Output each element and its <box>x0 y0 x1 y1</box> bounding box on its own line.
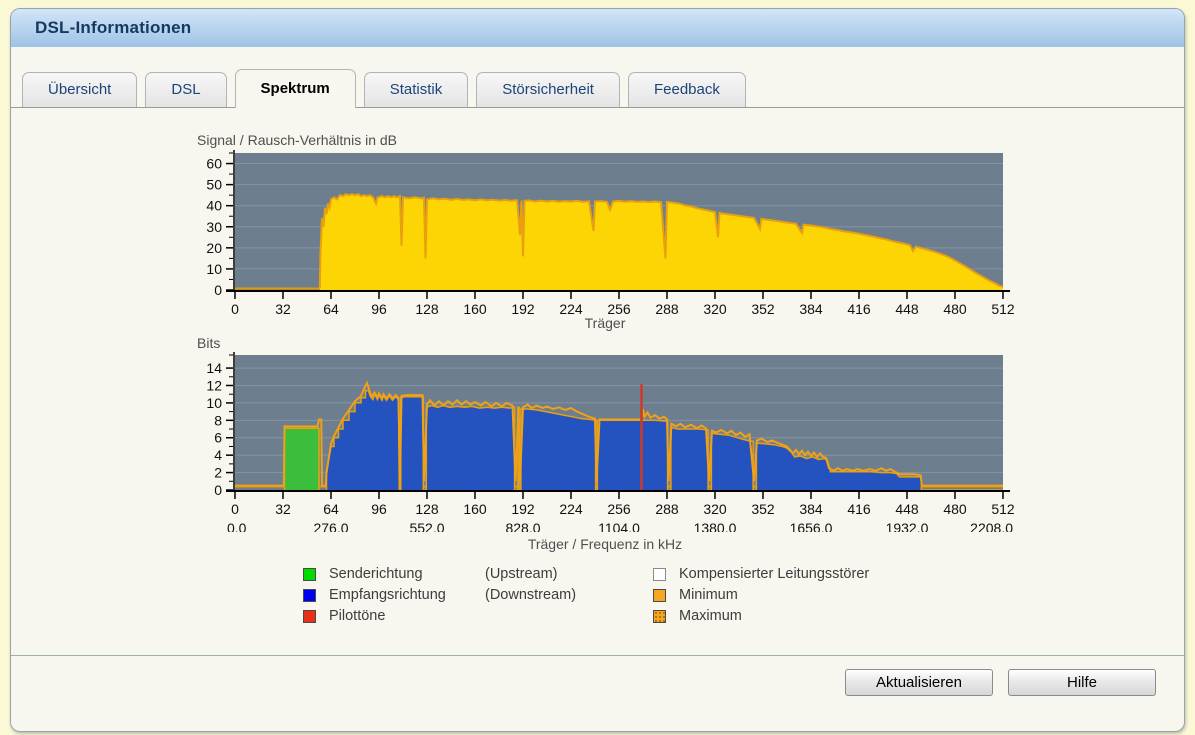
svg-text:8: 8 <box>214 412 222 428</box>
svg-text:448: 448 <box>895 301 919 317</box>
svg-text:4: 4 <box>214 447 222 463</box>
svg-text:828.0: 828.0 <box>505 520 540 532</box>
pilot-swatch <box>303 609 316 623</box>
svg-text:0: 0 <box>214 282 222 298</box>
tab-statistik[interactable]: Statistik <box>363 72 469 107</box>
svg-text:352: 352 <box>751 301 775 317</box>
bits-chart-title: Bits <box>197 335 221 351</box>
svg-text:384: 384 <box>799 301 823 317</box>
legend-item-pilot: Pilottöne <box>303 608 485 624</box>
svg-text:512: 512 <box>991 501 1015 517</box>
svg-text:256: 256 <box>607 501 631 517</box>
svg-text:480: 480 <box>943 301 967 317</box>
panel-header: DSL-Informationen <box>11 9 1184 47</box>
svg-text:276.0: 276.0 <box>313 520 348 532</box>
svg-text:0: 0 <box>231 501 239 517</box>
svg-text:0: 0 <box>214 482 222 498</box>
svg-text:40: 40 <box>206 198 222 214</box>
svg-text:384: 384 <box>799 501 823 517</box>
tab-uebersicht[interactable]: Übersicht <box>22 72 138 107</box>
tab-spektrum[interactable]: Spektrum <box>234 69 356 108</box>
svg-text:50: 50 <box>206 177 222 193</box>
svg-text:128: 128 <box>415 501 439 517</box>
refresh-button[interactable]: Aktualisieren <box>845 669 993 696</box>
svg-text:320: 320 <box>703 301 727 317</box>
svg-text:0.0: 0.0 <box>227 520 247 532</box>
svg-text:160: 160 <box>463 301 487 317</box>
svg-text:256: 256 <box>607 301 631 317</box>
help-button[interactable]: Hilfe <box>1008 669 1156 696</box>
tab-feedback[interactable]: Feedback <box>627 72 746 107</box>
legend-item-upstream: Senderichtung (Upstream) <box>303 566 558 582</box>
svg-text:480: 480 <box>943 501 967 517</box>
svg-text:96: 96 <box>371 501 387 517</box>
svg-text:2208.0: 2208.0 <box>970 520 1013 532</box>
svg-text:416: 416 <box>847 501 871 517</box>
svg-text:12: 12 <box>206 377 222 393</box>
svg-text:224: 224 <box>559 501 583 517</box>
svg-text:352: 352 <box>751 501 775 517</box>
svg-text:96: 96 <box>371 301 387 317</box>
tab-dsl[interactable]: DSL <box>145 72 227 107</box>
svg-text:416: 416 <box>847 301 871 317</box>
svg-text:192: 192 <box>511 301 535 317</box>
svg-text:1932.0: 1932.0 <box>886 520 929 532</box>
maximum-swatch <box>653 609 666 623</box>
upstream-swatch <box>303 567 316 581</box>
svg-text:10: 10 <box>206 261 222 277</box>
svg-text:512: 512 <box>991 301 1015 317</box>
svg-text:128: 128 <box>415 301 439 317</box>
svg-text:448: 448 <box>895 501 919 517</box>
legend-item-downstream: Empfangsrichtung (Downstream) <box>303 587 576 603</box>
legend-item-kompensiert: Kompensierter Leitungsstörer <box>653 566 869 582</box>
svg-text:224: 224 <box>559 301 583 317</box>
footer-divider <box>11 655 1184 656</box>
svg-text:160: 160 <box>463 501 487 517</box>
svg-text:552.0: 552.0 <box>409 520 444 532</box>
svg-text:30: 30 <box>206 219 222 235</box>
svg-text:6: 6 <box>214 430 222 446</box>
svg-text:320: 320 <box>703 501 727 517</box>
svg-text:20: 20 <box>206 240 222 256</box>
svg-text:14: 14 <box>206 360 222 376</box>
svg-text:60: 60 <box>206 156 222 172</box>
minimum-swatch <box>653 588 666 602</box>
svg-text:0: 0 <box>231 301 239 317</box>
svg-text:1104.0: 1104.0 <box>598 520 640 532</box>
snr-xaxis-label: Träger <box>584 315 626 331</box>
compensated-swatch <box>653 567 666 581</box>
bits-xaxis-label: Träger / Frequenz in kHz <box>527 536 683 552</box>
legend-item-minimum: Minimum <box>653 587 738 603</box>
downstream-swatch <box>303 588 316 602</box>
svg-text:64: 64 <box>323 501 339 517</box>
svg-text:288: 288 <box>655 301 679 317</box>
svg-text:288: 288 <box>655 501 679 517</box>
tab-stoersicherheit[interactable]: Störsicherheit <box>476 72 620 107</box>
svg-text:1656.0: 1656.0 <box>790 520 833 532</box>
svg-text:32: 32 <box>275 501 291 517</box>
svg-text:192: 192 <box>511 501 535 517</box>
svg-text:10: 10 <box>206 395 222 411</box>
svg-text:2: 2 <box>214 465 222 481</box>
legend-item-maximum: Maximum <box>653 608 742 624</box>
svg-text:32: 32 <box>275 301 291 317</box>
snr-chart-title: Signal / Rausch-Verhältnis in dB <box>197 132 397 148</box>
svg-text:1380.0: 1380.0 <box>694 520 737 532</box>
page-title: DSL-Informationen <box>35 18 192 37</box>
svg-text:64: 64 <box>323 301 339 317</box>
snr-chart: 0 10 20 30 40 50 60 0 32 64 96 128 160 192 224 256 288 32… <box>206 150 1015 317</box>
tab-strip: Übersicht DSL Spektrum Statistik Störsic… <box>11 63 1184 108</box>
